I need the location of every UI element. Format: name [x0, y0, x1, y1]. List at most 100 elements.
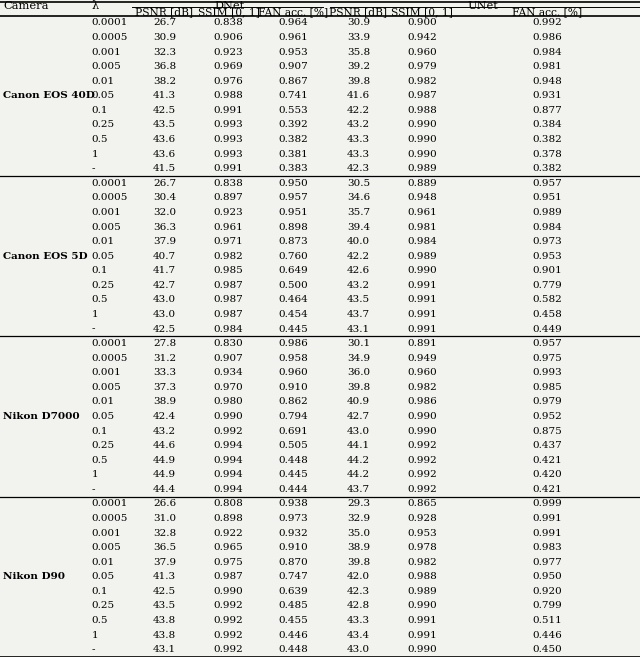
- Text: 0.991: 0.991: [408, 631, 437, 640]
- Text: 0.953: 0.953: [408, 529, 437, 537]
- Text: 0.990: 0.990: [214, 587, 243, 596]
- Text: 41.7: 41.7: [153, 266, 176, 275]
- Text: 42.7: 42.7: [347, 412, 370, 421]
- Text: -: -: [92, 485, 95, 494]
- Text: 30.4: 30.4: [153, 193, 176, 202]
- Text: 44.9: 44.9: [153, 470, 176, 480]
- Text: 0.500: 0.500: [278, 281, 308, 290]
- Text: 42.2: 42.2: [347, 106, 370, 115]
- Text: 0.992: 0.992: [214, 631, 243, 640]
- Text: 0.420: 0.420: [532, 470, 562, 480]
- Text: 0.005: 0.005: [92, 383, 121, 392]
- Text: 0.994: 0.994: [214, 470, 243, 480]
- Text: 34.6: 34.6: [347, 193, 370, 202]
- Text: 26.6: 26.6: [153, 499, 176, 509]
- Text: 0.975: 0.975: [214, 558, 243, 567]
- Text: λ: λ: [92, 1, 99, 11]
- Text: 0.923: 0.923: [214, 208, 243, 217]
- Text: 0.993: 0.993: [532, 369, 562, 377]
- Text: 0.980: 0.980: [214, 397, 243, 407]
- Text: SSIM [0, 1]: SSIM [0, 1]: [392, 7, 453, 17]
- Text: 0.838: 0.838: [214, 179, 243, 188]
- Text: 0.957: 0.957: [532, 339, 562, 348]
- Text: 0.001: 0.001: [92, 529, 121, 537]
- Text: 37.3: 37.3: [153, 383, 176, 392]
- Text: 0.0001: 0.0001: [92, 339, 128, 348]
- Text: 0.0001: 0.0001: [92, 499, 128, 509]
- Text: 0.994: 0.994: [214, 441, 243, 450]
- Text: 0.981: 0.981: [408, 223, 437, 231]
- Text: 0.965: 0.965: [214, 543, 243, 552]
- Text: 41.5: 41.5: [153, 164, 176, 173]
- Text: 0.981: 0.981: [532, 62, 562, 71]
- Text: 40.9: 40.9: [347, 397, 370, 407]
- Text: 0.987: 0.987: [214, 572, 243, 581]
- Text: 0.1: 0.1: [92, 266, 108, 275]
- Text: 0.992: 0.992: [408, 441, 437, 450]
- Text: 0.862: 0.862: [278, 397, 308, 407]
- Text: 43.1: 43.1: [347, 325, 370, 334]
- Text: 0.992: 0.992: [214, 616, 243, 625]
- Text: 0.989: 0.989: [408, 252, 437, 261]
- Text: 0.0005: 0.0005: [92, 33, 128, 42]
- Text: 0.994: 0.994: [214, 456, 243, 464]
- Text: 0.505: 0.505: [278, 441, 308, 450]
- Text: 0.988: 0.988: [214, 91, 243, 101]
- Text: 36.5: 36.5: [153, 543, 176, 552]
- Text: 30.9: 30.9: [153, 33, 176, 42]
- Text: 0.938: 0.938: [278, 499, 308, 509]
- Text: 0.950: 0.950: [532, 572, 562, 581]
- Text: 0.0005: 0.0005: [92, 193, 128, 202]
- Text: 43.1: 43.1: [153, 645, 176, 654]
- Text: 0.931: 0.931: [532, 91, 562, 101]
- Text: 0.898: 0.898: [214, 514, 243, 523]
- Text: FAN acc. [%]: FAN acc. [%]: [512, 7, 582, 17]
- Text: 0.999: 0.999: [532, 499, 562, 509]
- Text: 0.865: 0.865: [408, 499, 437, 509]
- Text: 26.7: 26.7: [153, 179, 176, 188]
- Text: 0.990: 0.990: [408, 412, 437, 421]
- Text: 38.9: 38.9: [153, 397, 176, 407]
- Text: 0.991: 0.991: [532, 529, 562, 537]
- Text: 0.553: 0.553: [278, 106, 308, 115]
- Text: 0.381: 0.381: [278, 150, 308, 158]
- Text: 36.0: 36.0: [347, 369, 370, 377]
- Text: 0.991: 0.991: [214, 106, 243, 115]
- Text: 0.448: 0.448: [278, 456, 308, 464]
- Text: 0.455: 0.455: [278, 616, 308, 625]
- Text: 0.25: 0.25: [92, 281, 115, 290]
- Text: 43.7: 43.7: [347, 310, 370, 319]
- Text: 0.958: 0.958: [278, 353, 308, 363]
- Text: 39.2: 39.2: [347, 62, 370, 71]
- Text: 42.2: 42.2: [347, 252, 370, 261]
- Text: 0.458: 0.458: [532, 310, 562, 319]
- Text: 0.982: 0.982: [408, 383, 437, 392]
- Text: 0.928: 0.928: [408, 514, 437, 523]
- Text: 0.920: 0.920: [532, 587, 562, 596]
- Text: 0.982: 0.982: [214, 252, 243, 261]
- Text: 0.991: 0.991: [408, 281, 437, 290]
- Text: 0.5: 0.5: [92, 135, 108, 144]
- Text: 42.5: 42.5: [153, 106, 176, 115]
- Text: 43.8: 43.8: [153, 631, 176, 640]
- Text: 0.830: 0.830: [214, 339, 243, 348]
- Text: 41.3: 41.3: [153, 572, 176, 581]
- Text: 43.0: 43.0: [153, 310, 176, 319]
- Text: 35.7: 35.7: [347, 208, 370, 217]
- Text: 0.950: 0.950: [278, 179, 308, 188]
- Text: 0.838: 0.838: [214, 18, 243, 28]
- Text: 32.9: 32.9: [347, 514, 370, 523]
- Text: Nikon D90: Nikon D90: [3, 572, 65, 581]
- Text: 44.2: 44.2: [347, 470, 370, 480]
- Text: 0.392: 0.392: [278, 120, 308, 129]
- Text: 0.01: 0.01: [92, 77, 115, 86]
- Text: 0.992: 0.992: [408, 470, 437, 480]
- Text: 0.992: 0.992: [408, 456, 437, 464]
- Text: 0.961: 0.961: [214, 223, 243, 231]
- Text: 43.0: 43.0: [347, 426, 370, 436]
- Text: 0.989: 0.989: [408, 587, 437, 596]
- Text: 0.747: 0.747: [278, 572, 308, 581]
- Text: 43.0: 43.0: [347, 645, 370, 654]
- Text: 43.3: 43.3: [347, 150, 370, 158]
- Text: 0.445: 0.445: [278, 470, 308, 480]
